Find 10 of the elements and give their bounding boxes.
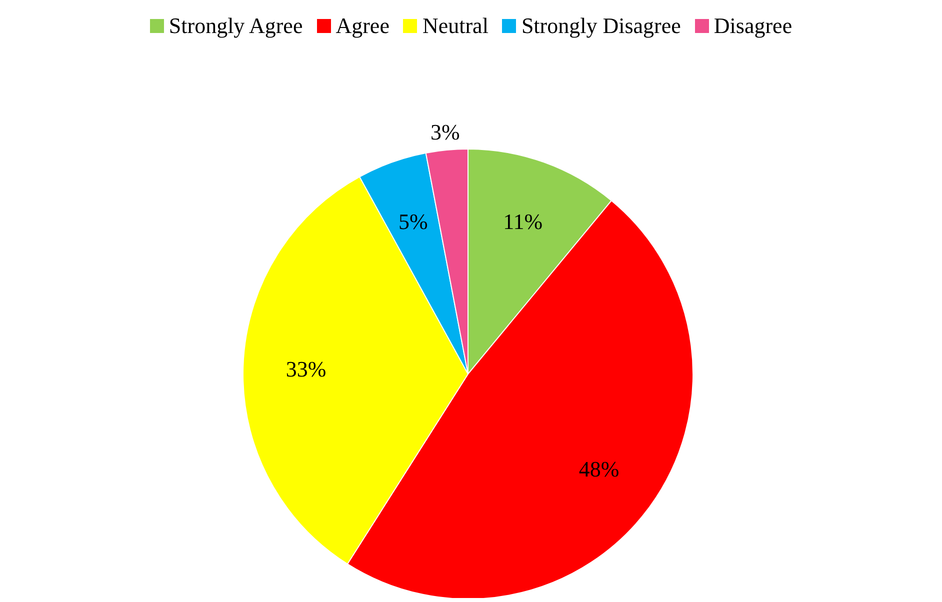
legend-label: Disagree	[712, 13, 792, 39]
legend-label: Strongly Disagree	[520, 13, 681, 39]
legend-label: Strongly Agree	[168, 13, 303, 39]
data-label: 33%	[286, 356, 326, 382]
data-label: 3%	[430, 120, 460, 145]
legend-label: Agree	[334, 13, 390, 39]
data-label: 11%	[503, 209, 543, 234]
data-label: 48%	[578, 456, 620, 482]
data-label: 5%	[398, 209, 428, 234]
legend-label: Neutral	[421, 13, 488, 39]
